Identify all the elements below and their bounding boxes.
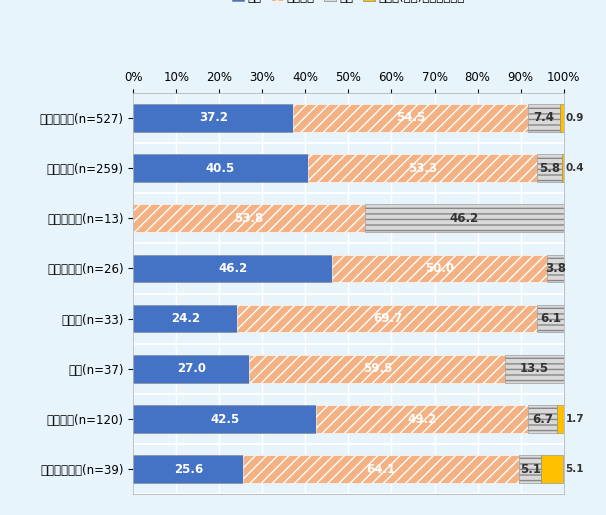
Bar [250, 355, 505, 383]
Text: 13.5: 13.5 [520, 363, 549, 375]
Bar [365, 204, 564, 232]
Bar [537, 154, 562, 182]
Text: 27.0: 27.0 [177, 363, 206, 375]
Text: 24.2: 24.2 [171, 312, 200, 325]
Bar [528, 405, 557, 433]
Text: 1.7: 1.7 [566, 414, 585, 424]
Bar [560, 104, 564, 132]
Bar [332, 254, 547, 282]
Bar [133, 405, 316, 433]
Bar [505, 355, 564, 383]
Bar [547, 254, 564, 282]
Bar [244, 455, 519, 483]
Bar [133, 355, 250, 383]
Bar [538, 305, 564, 333]
Text: 5.1: 5.1 [565, 465, 584, 474]
Bar [528, 104, 560, 132]
Text: 54.5: 54.5 [396, 111, 425, 124]
Text: 59.5: 59.5 [363, 363, 392, 375]
Bar [133, 154, 308, 182]
Text: 0.4: 0.4 [566, 163, 584, 173]
Bar [308, 154, 537, 182]
Text: 46.2: 46.2 [450, 212, 479, 225]
Bar [133, 455, 244, 483]
Bar [133, 305, 238, 333]
Text: 7.4: 7.4 [533, 111, 554, 124]
Text: 40.5: 40.5 [206, 162, 235, 175]
Bar [238, 305, 538, 333]
Text: 6.1: 6.1 [540, 312, 561, 325]
Text: 5.8: 5.8 [539, 162, 560, 175]
Bar [293, 104, 528, 132]
Text: 42.5: 42.5 [210, 413, 239, 425]
Text: 46.2: 46.2 [218, 262, 247, 275]
Legend: 拡大, 現状維持, 縮小, 第三国(地域)へ移転、撤退: 拡大, 現状維持, 縮小, 第三国(地域)へ移転、撤退 [228, 0, 469, 9]
Text: 5.1: 5.1 [520, 463, 541, 476]
Text: 53.3: 53.3 [408, 162, 437, 175]
Bar [519, 455, 541, 483]
Text: 49.2: 49.2 [407, 413, 437, 425]
Text: 53.8: 53.8 [235, 212, 264, 225]
Bar [133, 254, 332, 282]
Text: 0.9: 0.9 [566, 113, 584, 123]
Bar [316, 405, 528, 433]
Text: 37.2: 37.2 [199, 111, 228, 124]
Bar [133, 204, 365, 232]
Bar [541, 455, 563, 483]
Text: 3.8: 3.8 [545, 262, 566, 275]
Text: 6.7: 6.7 [532, 413, 553, 425]
Text: 25.6: 25.6 [174, 463, 203, 476]
Text: 50.0: 50.0 [425, 262, 454, 275]
Bar [133, 104, 293, 132]
Text: 69.7: 69.7 [373, 312, 402, 325]
Bar [562, 154, 564, 182]
Bar [557, 405, 564, 433]
Text: 64.1: 64.1 [367, 463, 396, 476]
